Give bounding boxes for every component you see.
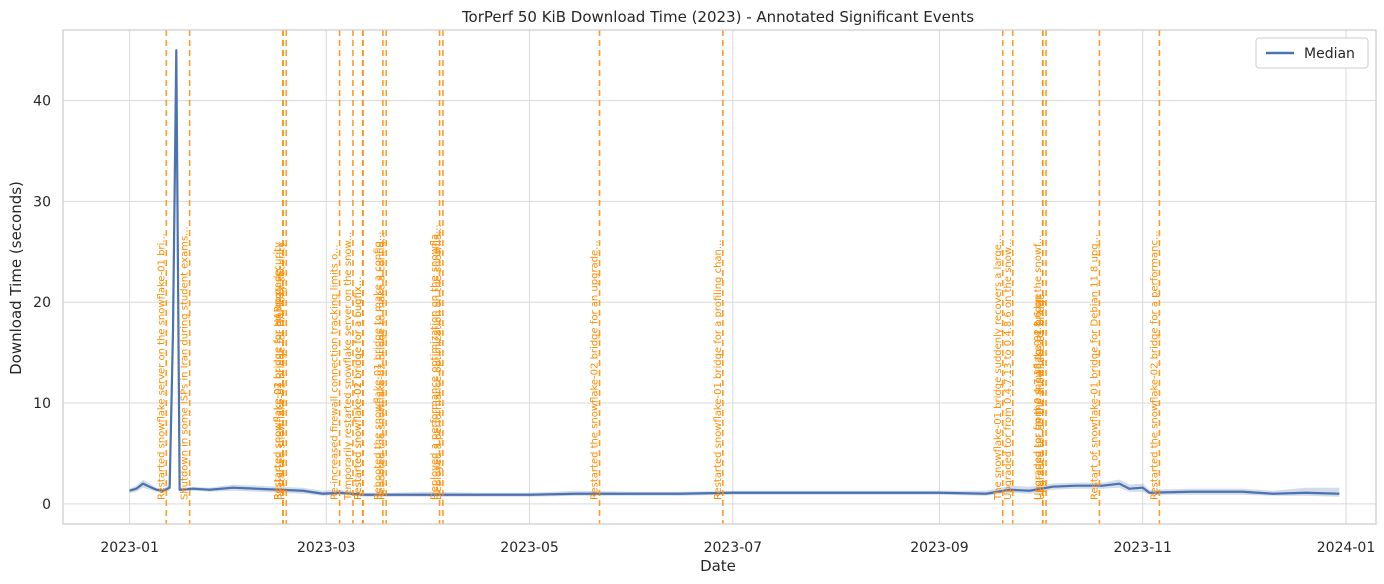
annotation-label: Temporarily restarted snowflake server o… xyxy=(343,232,354,501)
annotation-label: Upgraded tor from 0.4.7.13 to 0.4.8.6 on… xyxy=(1003,238,1014,500)
annotation-label: Deployed a performance optimization on t… xyxy=(430,224,441,500)
annotation-label: Restarted snowflake-02 bridge for a bugf… xyxy=(353,277,364,500)
legend-label-median: Median xyxy=(1304,46,1355,62)
series-line xyxy=(129,49,1340,496)
plot-frame xyxy=(62,29,1377,525)
y-tick-label: 40 xyxy=(33,94,51,110)
annotation-label: Shutdown in some ISPs in Iran during stu… xyxy=(180,226,191,500)
annotation-label: The snowflake-01 bridge suddenly recover… xyxy=(993,235,1004,501)
x-tick-label: 2023-07 xyxy=(704,540,763,556)
x-tick-label: 2023-03 xyxy=(297,540,356,556)
chart-title: TorPerf 50 KiB Download Time (2023) - An… xyxy=(461,8,974,26)
x-tick-label: 2024-01 xyxy=(1317,540,1376,556)
series-line-median xyxy=(129,49,1340,496)
annotation-label: Re-increased firewall connection trackin… xyxy=(330,244,341,500)
annotation-label: Rebooted the snowflake-01 bridge to make… xyxy=(373,232,384,500)
x-tick-label: 2023-05 xyxy=(500,540,559,556)
x-axis-ticks: 2023-01 2023-03 2023-05 2023-07 2023-09 2023-… xyxy=(100,540,1375,556)
x-tick-label: 2023-09 xyxy=(910,540,969,556)
x-tick-label: 2023-11 xyxy=(1113,540,1172,556)
x-tick-label: 2023-01 xyxy=(100,540,159,556)
annotation-label: Restarted snowflake server on the snowfl… xyxy=(156,233,167,500)
annotation-label: Restarted snowflake-02 bridge for HAProx… xyxy=(276,242,287,500)
annotation-label: Upgraded tor from 0.4.7.13 to 0.4.8.6 on… xyxy=(1033,235,1044,500)
annotation-label: Upgraded tor on the snowflake-02 bridge xyxy=(1033,294,1044,500)
annotation-label: Restarted the snowflake-02 bridge for a … xyxy=(1149,230,1160,500)
grid xyxy=(63,30,1376,524)
legend-box xyxy=(1255,37,1369,69)
y-tick-label: 10 xyxy=(33,396,51,412)
x-axis-label: Date xyxy=(700,557,736,575)
annotation-label: Restarted the snowflake-02 bridge for an… xyxy=(590,240,601,500)
annotations: Restarted snowflake server on the snowfl… xyxy=(156,30,1160,524)
y-tick-label: 20 xyxy=(33,295,51,311)
annotation-label: Restarted snowflake-01 bridge for a prof… xyxy=(713,240,724,500)
annotation-label: Restarted snowflake-01 bridge for a bugf… xyxy=(353,277,364,500)
annotation-label: Restart of snowflake-01 bridge for Debia… xyxy=(1089,234,1100,500)
annotation-label: Upgraded tor on the snowflake-01 bridge xyxy=(1036,294,1047,500)
legend: Median xyxy=(1255,37,1369,69)
y-axis-label: Download Time (seconds) xyxy=(7,181,25,375)
y-tick-label: 30 xyxy=(33,194,51,210)
y-tick-label: 0 xyxy=(42,497,51,513)
y-axis-ticks: 0 10 20 30 40 xyxy=(33,94,51,513)
annotation-label: Restarted snowflake-01 bridge for HAProx… xyxy=(273,242,284,500)
annotation-label: Rebooted the snowflake-02 bridge to make… xyxy=(376,232,387,500)
annotation-label: Deployed a performance optimization on t… xyxy=(433,224,444,500)
annotation-label: Restarted snowflake-02 bridge for an upg… xyxy=(273,266,284,500)
